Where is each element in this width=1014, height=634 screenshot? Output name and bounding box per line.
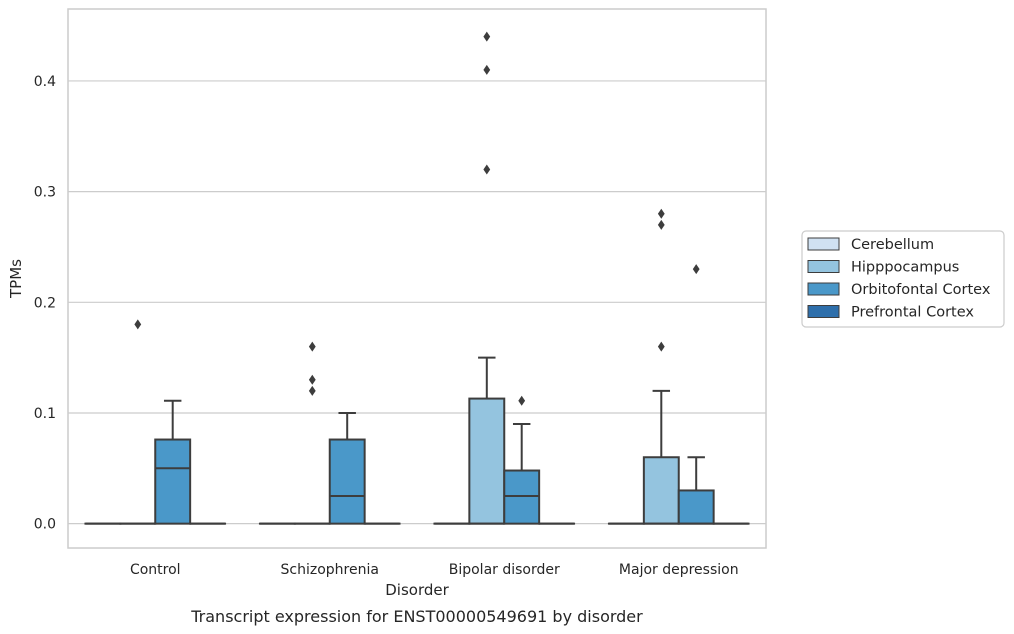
outlier-point (518, 395, 526, 406)
box-iqr (328, 438, 366, 525)
legend-swatch (807, 237, 840, 251)
box-orbitofontal-cortex (503, 395, 541, 525)
outlier-point (308, 374, 316, 385)
box-iqr (468, 397, 506, 525)
legend-label: Hipppocampus (851, 260, 959, 276)
outlier-point (483, 64, 491, 75)
outlier-point (692, 264, 700, 275)
y-tick-label: 0.1 (34, 406, 56, 422)
y-tick-labels: 0.0 0.1 0.2 0.3 0.4 (34, 74, 56, 533)
box-orbitofontal-cortex (677, 264, 715, 525)
box-hipppocampus (119, 319, 157, 525)
outlier-point (483, 164, 491, 175)
x-tick-label: Control (130, 562, 181, 578)
legend-frame (801, 230, 1005, 328)
y-tick-label: 0.0 (34, 517, 56, 533)
box-layer (84, 31, 750, 525)
outlier-point (657, 341, 665, 352)
outlier-point (134, 319, 142, 330)
outlier-point (657, 219, 665, 230)
box-iqr (154, 438, 192, 525)
y-tick-label: 0.2 (34, 295, 56, 311)
legend-swatch (807, 282, 840, 296)
x-tick-label: Bipolar disorder (449, 562, 560, 578)
outlier-point (483, 31, 491, 42)
box-iqr (642, 456, 680, 525)
box-orbitofontal-cortex (154, 399, 192, 525)
x-tick-label: Schizophrenia (281, 562, 379, 578)
plot-frame (67, 8, 767, 549)
box-orbitofontal-cortex (328, 411, 366, 525)
outlier-point (308, 341, 316, 352)
outlier-point (657, 208, 665, 219)
box-hipppocampus (293, 341, 331, 525)
x-axis-title: Disorder (385, 581, 449, 599)
legend-swatch (807, 260, 840, 273)
y-tick-label: 0.4 (34, 74, 56, 90)
y-axis-title: TPMs (7, 259, 25, 299)
box-iqr (503, 469, 541, 525)
box-hipppocampus (642, 208, 680, 525)
box-iqr (677, 489, 715, 525)
legend: Cerebellum Hipppocampus Orbitofontal Corte… (801, 230, 1005, 328)
x-tick-labels: Control Schizophrenia Bipolar disorder Majo… (130, 562, 739, 578)
y-tick-label: 0.3 (34, 185, 56, 201)
chart-caption: Transcript expression for ENST0000054969… (190, 607, 643, 626)
box-hipppocampus (468, 31, 506, 525)
legend-label: Cerebellum (851, 237, 934, 253)
outlier-point (308, 385, 316, 396)
legend-label: Orbitofontal Cortex (851, 282, 991, 298)
legend-swatch (807, 305, 840, 318)
x-tick-label: Major depression (619, 562, 739, 578)
legend-label: Prefrontal Cortex (851, 305, 974, 321)
